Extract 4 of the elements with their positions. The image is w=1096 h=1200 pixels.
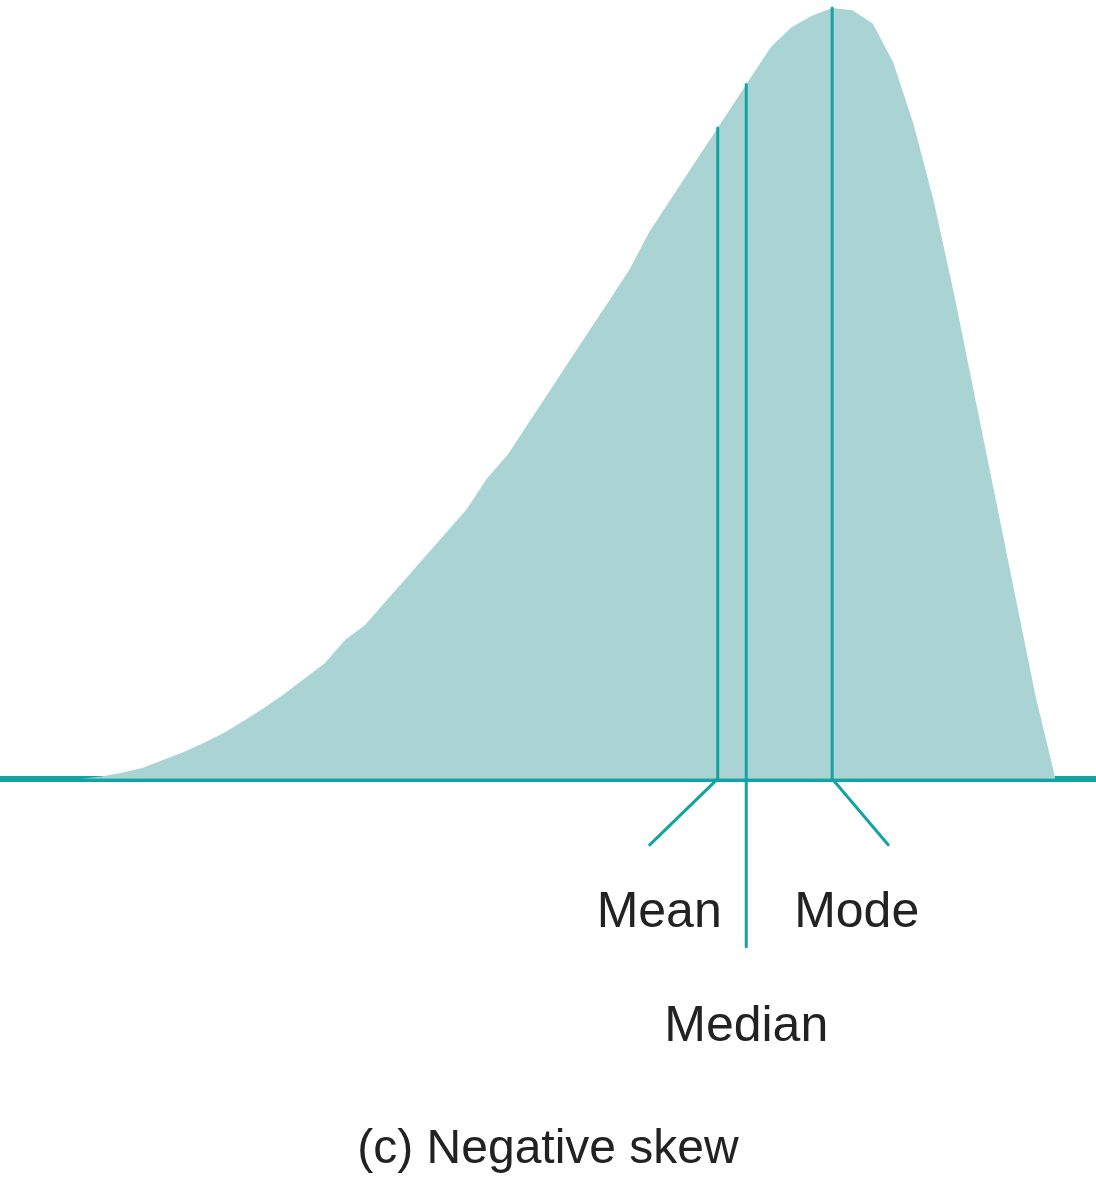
text: Mean xyxy=(596,881,722,938)
text: (c) Negative skew xyxy=(357,1120,740,1174)
text: Mode xyxy=(794,881,920,938)
text: Median xyxy=(664,995,829,1052)
